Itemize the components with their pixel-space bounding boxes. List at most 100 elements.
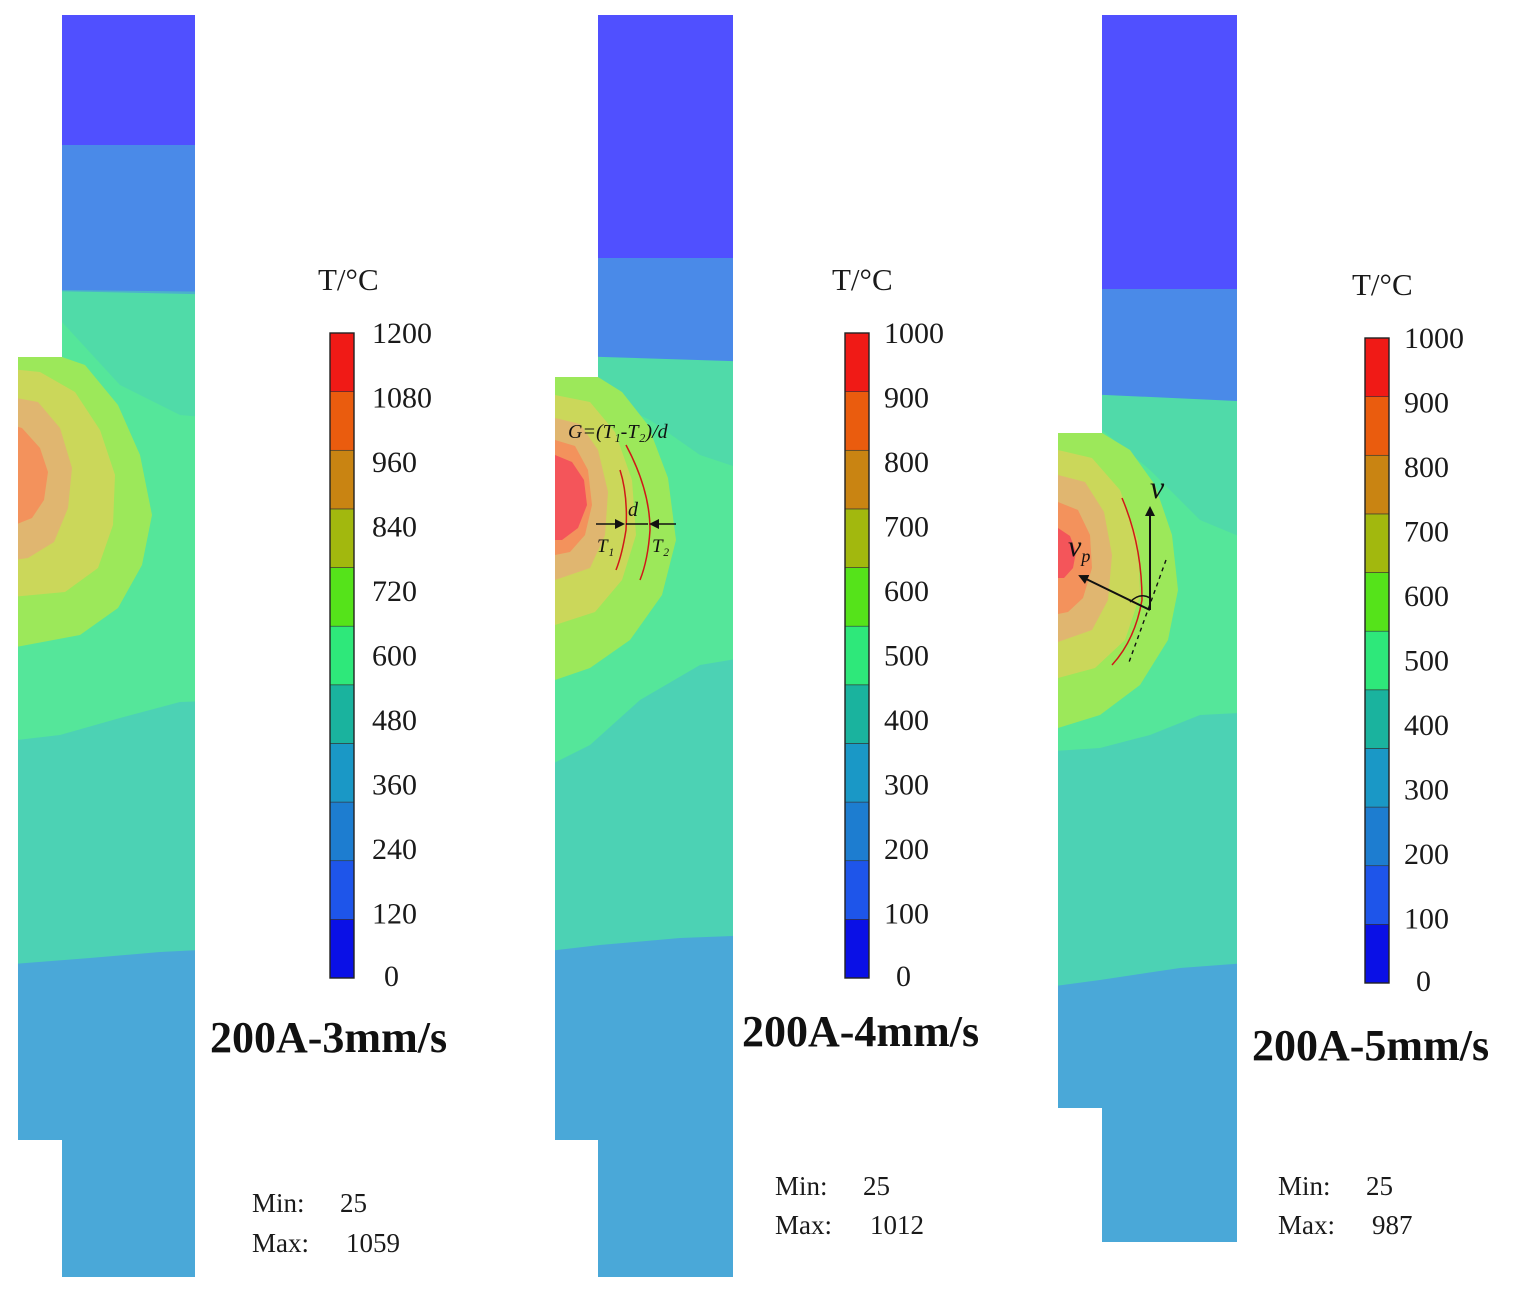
tick-label: 200 (884, 833, 929, 866)
min-value: 25 (863, 1171, 890, 1201)
legend-panel-2: T/°C 0 100 200 300 400 500 600 700 800 900 1000 20… (742, 262, 979, 1240)
velocity-p-base: v (1068, 530, 1082, 563)
colorbar-band (1364, 865, 1390, 925)
field-region-blue-lower (18, 145, 195, 270)
colorbar-band (329, 332, 355, 392)
colorbar-band (1364, 748, 1390, 808)
max-value: 1012 (870, 1210, 924, 1240)
tick-label: 600 (1404, 580, 1449, 613)
tick-label: 900 (1404, 387, 1449, 420)
min-label: Min: (775, 1171, 828, 1201)
colorbar-band (1364, 396, 1390, 456)
colorbar-band (329, 625, 355, 686)
max-value: 987 (1372, 1210, 1413, 1240)
colorbar-band (844, 860, 870, 920)
tick-label: 900 (884, 382, 929, 415)
tick-label: 0 (384, 960, 399, 993)
colorbar-band (1364, 337, 1390, 397)
colorbar-band (844, 743, 870, 803)
tick-label: 1200 (372, 317, 432, 350)
legend-title: T/°C (318, 262, 379, 297)
case-label: 200A-5mm/s (1252, 1021, 1489, 1070)
tick-label: 480 (372, 704, 417, 737)
tick-label: 100 (1404, 903, 1449, 936)
colorbar-band (844, 684, 870, 744)
velocity-p-arrow (1078, 574, 1151, 611)
tick-label: 600 (884, 575, 929, 608)
field-region-blue-2 (62, 290, 195, 420)
tick-label: 960 (372, 446, 417, 479)
colorbar-band (329, 684, 355, 744)
min-label: Min: (252, 1188, 305, 1218)
tick-label: 300 (884, 769, 929, 802)
tick-label: 1080 (372, 382, 432, 415)
tick-label: 700 (1404, 516, 1449, 549)
field-region-teal-upper (1102, 395, 1237, 545)
gradient-formula: G=(T₁-T₂)/d (568, 421, 669, 443)
isotherm-line-t1 (615, 469, 628, 571)
velocity-p-subscript: p (1079, 546, 1090, 566)
velocity-p-label: vp (1068, 530, 1090, 566)
max-label: Max: (775, 1210, 832, 1240)
tick-label: 800 (1404, 451, 1449, 484)
min-value: 25 (1366, 1171, 1393, 1201)
t1-label: T₁ (597, 536, 614, 557)
colorbar-band (1364, 924, 1390, 984)
tick-label: 1000 (1404, 322, 1464, 355)
tick-label: 840 (372, 511, 417, 544)
field-region-cold (1058, 15, 1237, 289)
colorbar-band (329, 860, 355, 920)
colorbar-band (1364, 572, 1390, 632)
legend-title: T/°C (832, 262, 893, 297)
min-value: 25 (340, 1188, 367, 1218)
field-region-hot (555, 455, 587, 540)
colorbar-band (844, 919, 870, 979)
tick-label: 700 (884, 511, 929, 544)
field-region-cold (555, 15, 733, 258)
field-region-orange (1058, 502, 1092, 614)
colorbar-band (329, 567, 355, 627)
field-region-teal-upper (598, 345, 733, 475)
isotherm-line-t2 (625, 444, 651, 581)
colorbar-band (844, 332, 870, 392)
tangent-line (1127, 559, 1167, 666)
colorbar-band (844, 567, 870, 627)
field-region-orange (18, 422, 48, 528)
colorbar-band (1364, 454, 1390, 515)
tick-label: 0 (896, 960, 911, 993)
legend-title: T/°C (1352, 267, 1413, 302)
tick-label: 400 (1404, 709, 1449, 742)
max-value: 1059 (346, 1228, 400, 1258)
colorbar-band (329, 801, 355, 862)
tick-label: 100 (884, 898, 929, 931)
tick-label: 500 (884, 640, 929, 673)
colorbar (329, 332, 355, 979)
legend-panel-1: T/°C 0 120 240 360 480 600 720 840 960 1080 1200 2… (210, 262, 447, 1258)
angle-arc (1129, 595, 1151, 603)
colorbar-band (329, 508, 355, 568)
field-region-hot (1058, 528, 1076, 578)
tick-label: 1000 (884, 317, 944, 350)
tick-label: 0 (1416, 965, 1431, 998)
colorbar-band (844, 625, 870, 686)
max-label: Max: (1278, 1210, 1335, 1240)
colorbar (844, 332, 870, 979)
colorbar-band (844, 508, 870, 568)
colorbar-band (1364, 689, 1390, 749)
tick-label: 120 (372, 898, 417, 931)
colorbar-outline (844, 332, 870, 979)
colorbar-band (329, 449, 355, 510)
tick-label: 200 (1404, 838, 1449, 871)
t2-label: T₂ (652, 536, 670, 557)
temperature-field-panel-3 (1058, 15, 1237, 1242)
velocity-label: v (1150, 469, 1165, 505)
colorbar (1364, 337, 1390, 984)
colorbar-band (1364, 806, 1390, 867)
colorbar-band (844, 391, 870, 451)
colorbar-band (844, 449, 870, 510)
colorbar-ticks: 0 100 200 300 400 500 600 700 800 900 1000 (1404, 322, 1464, 998)
tick-label: 360 (372, 769, 417, 802)
field-region-cold (18, 15, 195, 145)
temperature-field-panel-2 (555, 15, 733, 1277)
colorbar-band (329, 919, 355, 979)
